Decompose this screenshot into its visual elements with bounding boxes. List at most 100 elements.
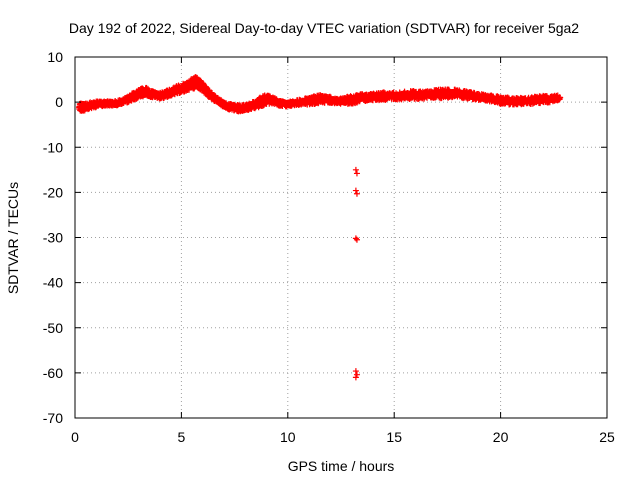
sdtvar-point <box>246 103 253 110</box>
sdtvar-point <box>412 91 419 98</box>
sdtvar-point <box>306 98 313 105</box>
sdtvar-point <box>252 100 259 107</box>
x-tick-label: 25 <box>599 429 615 445</box>
sdtvar-point <box>97 100 104 107</box>
x-tick-label: 20 <box>493 429 509 445</box>
grid-lines <box>75 57 607 418</box>
sdtvar-point <box>455 90 462 97</box>
sdtvar-point <box>506 98 513 105</box>
outlier-point <box>352 368 359 375</box>
x-tick-label: 10 <box>280 429 296 445</box>
sdtvar-point <box>229 104 236 111</box>
sdtvar-point <box>223 102 230 109</box>
sdtvar-point <box>357 95 364 102</box>
sdtvar-point <box>429 91 436 98</box>
sdtvar-point <box>216 99 223 106</box>
sdtvar-point <box>369 93 376 100</box>
sdtvar-point <box>193 79 200 86</box>
y-tick-label: -40 <box>43 275 63 291</box>
sdtvar-point <box>378 93 385 100</box>
outlier-point <box>352 187 359 194</box>
sdtvar-point <box>297 99 304 106</box>
y-tick-label: -70 <box>43 410 63 426</box>
sdtvar-point <box>403 92 410 99</box>
outlier-point <box>353 170 360 177</box>
sdtvar-point <box>76 104 83 111</box>
sdtvar-point <box>489 95 496 102</box>
x-tick-label: 0 <box>71 429 79 445</box>
sdtvar-point <box>472 93 479 100</box>
sdtvar-point <box>203 88 210 95</box>
sdtvar-point <box>114 100 121 107</box>
outlier-point <box>353 371 360 378</box>
sdtvar-point <box>235 105 242 112</box>
y-tick-label: -20 <box>43 184 63 200</box>
sdtvar-point <box>386 92 393 99</box>
sdtvar-point <box>363 94 370 101</box>
sdtvar-point <box>438 91 445 98</box>
sdtvar-point <box>463 91 470 98</box>
sdtvar-point <box>167 89 174 96</box>
y-tick-label: 0 <box>55 94 63 110</box>
x-tick-label: 5 <box>178 429 186 445</box>
sdtvar-point <box>129 93 136 100</box>
chart-title: Day 192 of 2022, Sidereal Day-to-day VTE… <box>69 20 579 36</box>
sdtvar-point <box>197 81 204 88</box>
sdtvar-point <box>446 90 453 97</box>
data-points <box>76 74 564 381</box>
outlier-point <box>352 374 359 381</box>
sdtvar-point <box>180 84 187 91</box>
sdtvar-point <box>259 98 266 105</box>
sdtvar-point <box>276 100 283 107</box>
sdtvar-point <box>210 94 217 101</box>
sdtvar-point <box>263 96 270 103</box>
sdtvar-point <box>420 92 427 99</box>
sdtvar-point <box>318 95 325 102</box>
y-axis-ticks: 10 0 -10 -20 -30 -40 -50 -60 -70 <box>43 49 607 426</box>
y-tick-label: -10 <box>43 139 63 155</box>
sdtvar-point <box>497 97 504 104</box>
sdtvar-point <box>540 96 547 103</box>
sdtvar-point <box>338 98 344 105</box>
y-tick-label: -30 <box>43 230 63 246</box>
sdtvar-point <box>161 91 168 98</box>
sdtvar-point <box>269 97 276 104</box>
outlier-point <box>353 236 360 243</box>
sdtvar-point <box>480 94 487 101</box>
outlier-point <box>352 166 359 173</box>
sdtvar-point <box>242 104 249 111</box>
sdtvar-point <box>289 100 296 107</box>
sdtvar-point <box>325 96 332 103</box>
sdtvar-point <box>106 100 113 107</box>
sdtvar-point <box>148 91 155 98</box>
x-tick-label: 15 <box>386 429 402 445</box>
y-axis-label: SDTVAR / TECUs <box>5 182 21 294</box>
sdtvar-point <box>523 98 530 105</box>
sdtvar-point <box>135 91 142 98</box>
sdtvar-point <box>514 97 521 104</box>
sdtvar-point <box>186 81 193 88</box>
sdtvar-point <box>282 101 289 108</box>
sdtvar-point <box>395 93 402 100</box>
y-tick-label: 10 <box>47 49 63 65</box>
sdtvar-point <box>548 95 555 102</box>
sdtvar-point <box>531 97 538 104</box>
sdtvar-point <box>82 103 89 110</box>
y-tick-label: -60 <box>43 365 63 381</box>
sdtvar-point <box>557 94 564 101</box>
y-tick-label: -50 <box>43 320 63 336</box>
outlier-point <box>352 235 359 242</box>
outlier-point <box>353 190 360 197</box>
sdtvar-point <box>123 97 130 104</box>
x-axis-label: GPS time / hours <box>288 458 395 474</box>
sdtvar-point <box>174 86 181 93</box>
sdtvar-point <box>350 96 357 103</box>
sdtvar-point <box>142 88 149 95</box>
sdtvar-point <box>331 97 338 104</box>
sdtvar-point <box>154 92 161 99</box>
x-axis-ticks: 0 5 10 15 20 25 <box>71 57 615 445</box>
sdtvar-point <box>344 97 351 104</box>
sdtvar-point <box>89 101 96 108</box>
sdtvar-point <box>312 96 319 103</box>
